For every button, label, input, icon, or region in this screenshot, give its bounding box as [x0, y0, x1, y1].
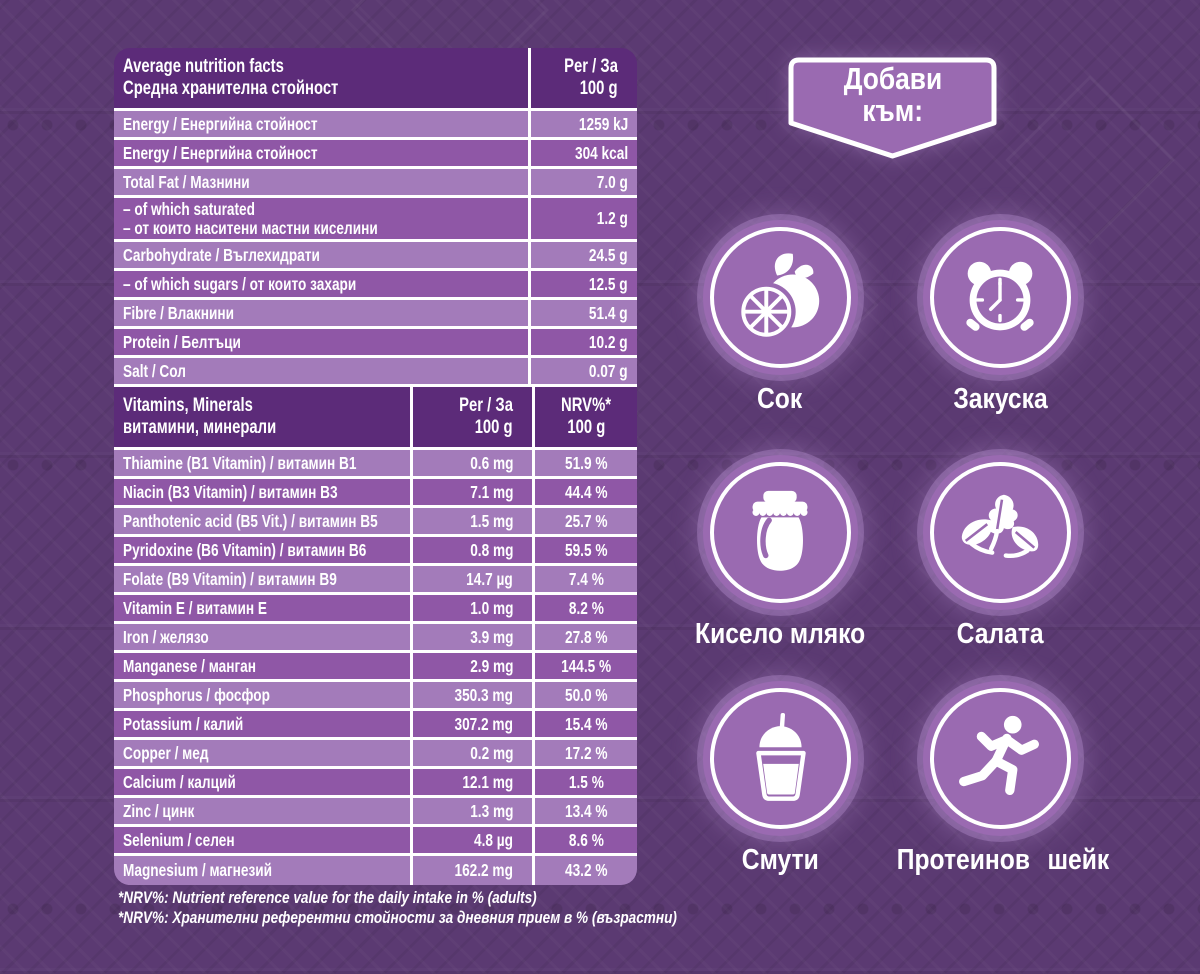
add-to-item-yogurt: Кисело мляко [665, 455, 895, 650]
footnote-en: *NRV%: Nutrient reference value for the … [118, 888, 537, 907]
vitamins-per-column-header: Per / За 100 g [413, 387, 535, 450]
salad-leaves-icon-circle [922, 455, 1078, 610]
nutrition-row: Protein / Белтъци 10.2 g [114, 329, 637, 358]
nutrition-row: Carbohydrate / Въглехидрати 24.5 g [114, 242, 637, 271]
vitamin-row: Panthotenic acid (B5 Vit.) / витамин B5 1… [114, 508, 637, 537]
vitamin-row: Calcium / калций 12.1 mg 1.5 % [114, 769, 637, 798]
orange-juice-icon-circle [702, 220, 858, 375]
add-to-badge-text: Добави към: [843, 61, 942, 128]
nutrition-row: Energy / Енергийна стойност 304 kcal [114, 140, 637, 169]
vitamin-row: Pyridoxine (B6 Vitamin) / витамин B6 0.8 … [114, 537, 637, 566]
add-to-item-label: Закуска [952, 383, 1048, 415]
add-to-item-label: Смути [741, 844, 819, 876]
per-100g-column-header: Per / За 100 g [531, 48, 637, 111]
table-title-bg: Средна хранителна стойност [123, 78, 339, 99]
vitamin-row: Niacin (B3 Vitamin) / витамин B3 7.1 mg 44… [114, 479, 637, 508]
add-to-item-label: Салата [956, 618, 1044, 650]
nutrition-row: Total Fat / Мазнини 7.0 g [114, 169, 637, 198]
banner-shape [788, 57, 997, 159]
table-header-title: Average nutrition facts Средна хранителн… [114, 48, 531, 111]
smoothie-cup-icon [756, 712, 806, 801]
add-to-item-smoothie: Смути [665, 681, 895, 876]
vitamin-row: Copper / мед 0.2 mg 17.2 % [114, 740, 637, 769]
nutrition-row: – of which saturated – от които наситени … [114, 198, 637, 242]
add-to-item-label: Сок [757, 383, 803, 415]
vitamin-row: Iron / желязо 3.9 mg 27.8 % [114, 624, 637, 653]
vitamins-header: Vitamins, Minerals витамини, минерали Pe… [114, 387, 637, 450]
add-to-item-label: Кисело мляко [694, 618, 866, 650]
vitamin-row: Magnesium / магнезий 162.2 mg 43.2 % [114, 856, 637, 885]
salad-leaves-icon [961, 494, 1039, 558]
add-to-item-juice: Сок [665, 220, 895, 415]
vitamin-row: Manganese / манган 2.9 mg 144.5 % [114, 653, 637, 682]
add-to-item-salad: Салата [885, 455, 1115, 650]
yogurt-jar-icon [752, 490, 808, 571]
nutrition-row: – of which sugars / от които захари 12.5 … [114, 271, 637, 300]
runner-icon [959, 715, 1039, 795]
alarm-clock-icon-circle [922, 220, 1078, 375]
nrv-footnotes: *NRV%: Nutrient reference value for the … [118, 888, 677, 928]
vitamins-header-title: Vitamins, Minerals витамини, минерали [114, 387, 413, 450]
nutrition-row: Energy / Енергийна стойност 1259 kJ [114, 111, 637, 140]
nutrition-row: Fibre / Влакнини 51.4 g [114, 300, 637, 329]
yogurt-jar-icon-circle [702, 455, 858, 610]
add-to-item-label: Протеинов шейк [897, 844, 1110, 876]
nutrition-row: Salt / Сол 0.07 g [114, 358, 637, 387]
runner-icon-circle [922, 681, 1078, 836]
table-header: Average nutrition facts Средна хранителн… [114, 48, 637, 111]
add-to-badge: Добави към: [788, 57, 997, 159]
vitamin-row: Potassium / калий 307.2 mg 15.4 % [114, 711, 637, 740]
vitamin-row: Vitamin E / витамин E 1.0 mg 8.2 % [114, 595, 637, 624]
vitamin-row: Folate (B9 Vitamin) / витамин B9 14.7 µg 7… [114, 566, 637, 595]
vitamin-row: Thiamine (B1 Vitamin) / витамин B1 0.6 mg… [114, 450, 637, 479]
table-title-en: Average nutrition facts [123, 56, 284, 77]
vitamin-row: Phosphorus / фосфор 350.3 mg 50.0 % [114, 682, 637, 711]
footnote-bg: *NRV%: Хранителни референтни стойности з… [118, 908, 677, 927]
smoothie-cup-icon-circle [702, 681, 858, 836]
vitamin-row: Selenium / селен 4.8 µg 8.6 % [114, 827, 637, 856]
vitamin-row: Zinc / цинк 1.3 mg 13.4 % [114, 798, 637, 827]
nutrition-facts-table: Average nutrition facts Средна хранителн… [114, 48, 637, 885]
add-to-item-breakfast: Закуска [885, 220, 1115, 415]
orange-juice-icon [736, 252, 820, 341]
add-to-item-protein-shake: Протеинов шейк [885, 681, 1115, 876]
alarm-clock-icon [966, 261, 1034, 331]
vitamins-nrv-column-header: NRV%* 100 g [535, 387, 637, 450]
